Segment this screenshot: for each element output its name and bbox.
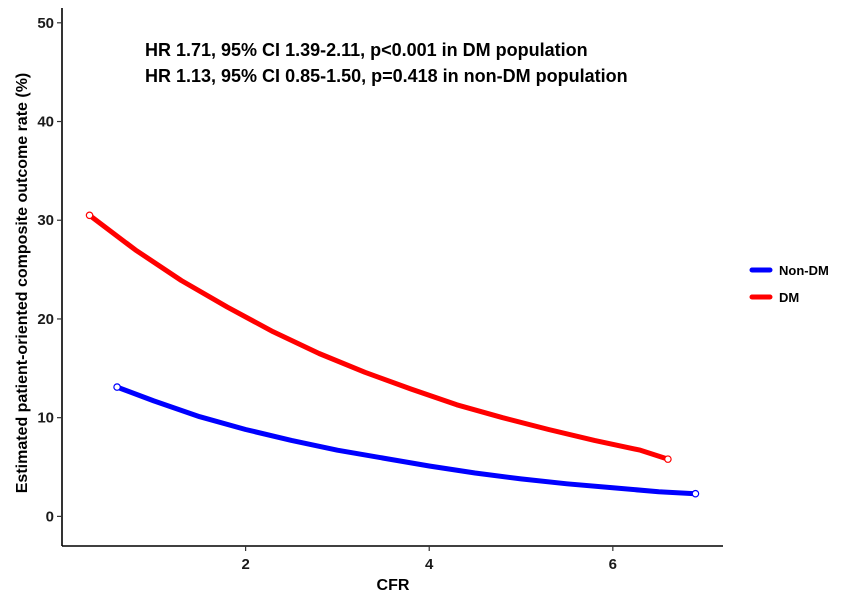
series-point-dm xyxy=(664,455,672,463)
series-line-dm xyxy=(87,212,671,462)
y-tick-label: 50 xyxy=(37,15,54,32)
annotation-dm: HR 1.71, 95% CI 1.39-2.11, p<0.001 in DM… xyxy=(145,40,588,60)
y-tick-label: 30 xyxy=(37,212,54,229)
y-tick-label: 40 xyxy=(37,114,54,131)
x-tick-label: 4 xyxy=(425,556,434,573)
x-axis-title: CFR xyxy=(377,577,410,594)
series-point-dm xyxy=(85,211,94,220)
legend-label-non-dm: Non-DM xyxy=(779,263,829,278)
y-tick-label: 0 xyxy=(46,508,54,525)
x-tick-label: 2 xyxy=(241,556,249,573)
series-point-non-dm xyxy=(113,383,121,391)
series-line-non-dm xyxy=(114,384,698,497)
legend-label-dm: DM xyxy=(779,290,799,305)
annotation-non-dm: HR 1.13, 95% CI 0.85-1.50, p=0.418 in no… xyxy=(145,66,628,86)
y-tick-label: 20 xyxy=(37,311,54,328)
x-tick-label: 6 xyxy=(609,556,617,573)
series-point-non-dm xyxy=(691,489,700,498)
legend: Non-DM DM xyxy=(749,263,829,305)
y-tick-label: 10 xyxy=(37,410,54,427)
plot-area: 0 10 20 30 40 50 2 4 6 xyxy=(37,8,723,573)
y-axis-title: Estimated patient-oriented composite out… xyxy=(14,73,31,494)
